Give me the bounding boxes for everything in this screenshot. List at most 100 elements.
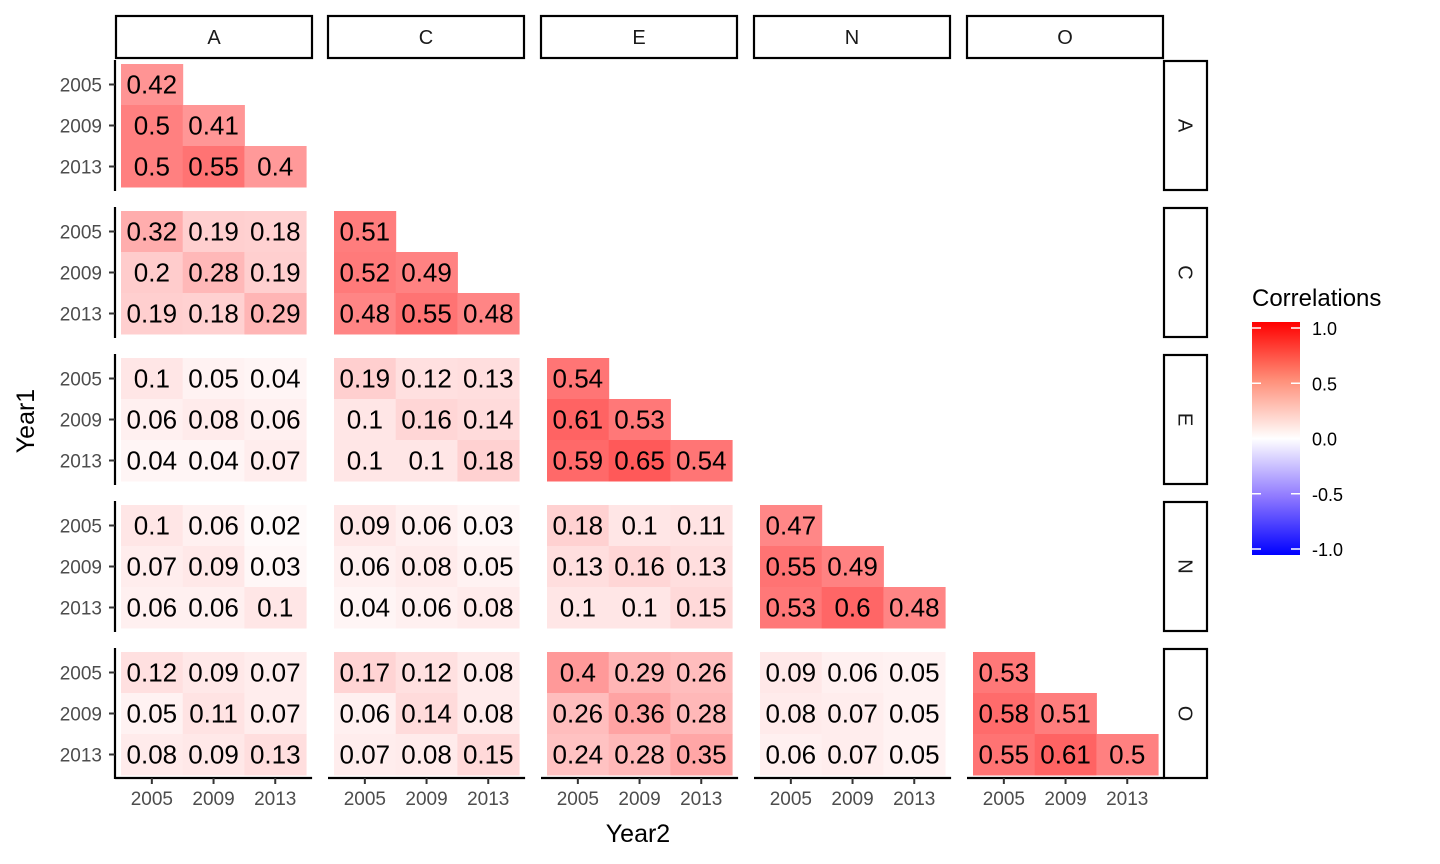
heatmap-tile-label: 0.5 [134, 111, 170, 141]
heatmap-tile-label: 0.05 [463, 552, 514, 582]
heatmap-tile [121, 546, 184, 588]
heatmap-tile [973, 693, 1036, 735]
strip-top-o [965, 14, 1165, 60]
panel-n-n: 0.47 0.55 0.49 0.53 0.6 0.48 [760, 505, 946, 629]
heatmap-tile [547, 652, 610, 694]
strip-right-label-e: E [1174, 413, 1196, 426]
heatmap-tile [334, 652, 397, 694]
heatmap-tile [760, 693, 823, 735]
heatmap-tile-label: 0.59 [553, 446, 604, 476]
heatmap-tile [334, 440, 397, 482]
heatmap-tile [121, 146, 184, 188]
heatmap-tile [821, 546, 884, 588]
heatmap-tile [760, 652, 823, 694]
heatmap-tile [182, 399, 245, 441]
strip-top-label-e: E [632, 27, 645, 49]
strip-right-label-a: A [1174, 119, 1196, 133]
panel-c-c: 0.51 0.52 0.49 0.48 0.55 0.48 [334, 211, 520, 335]
heatmap-tile-label: 0.26 [676, 658, 727, 688]
heatmap-tile [334, 358, 397, 400]
axes: 2005 2009 2013 2005 2009 2013 2005 2009 2013 2005… [60, 60, 1165, 810]
y-tick-label: 2005 [60, 223, 102, 244]
x-tick-label: 2013 [1106, 789, 1148, 810]
heatmap-tile-label: 0.09 [188, 658, 239, 688]
heatmap-tile-label: 0.06 [188, 511, 239, 541]
heatmap-tile-label: 0.08 [766, 699, 817, 729]
heatmap-tile-label: 0.1 [134, 511, 170, 541]
heatmap-tile-label: 0.04 [127, 446, 178, 476]
heatmap-tile-label: 0.48 [340, 299, 391, 329]
heatmap-tile [182, 293, 245, 335]
heatmap-tile [334, 693, 397, 735]
heatmap-tile-label: 0.09 [188, 552, 239, 582]
heatmap-tile-label: 0.12 [401, 658, 452, 688]
heatmap-tile-label: 0.1 [560, 593, 596, 623]
heatmap-tile [457, 440, 520, 482]
panel-e-c: 0.19 0.12 0.13 0.1 0.16 0.14 0.1 0.1 0.18 [334, 358, 520, 482]
heatmap-tile [182, 734, 245, 776]
heatmap-tile [670, 587, 733, 629]
heatmap-tile [334, 734, 397, 776]
heatmap-tile-label: 0.36 [614, 699, 665, 729]
heatmap-tile [395, 587, 458, 629]
heatmap-tile [670, 440, 733, 482]
heatmap-tile-label: 0.09 [766, 658, 817, 688]
heatmap-tile-label: 0.53 [614, 405, 665, 435]
heatmap-tile [670, 546, 733, 588]
heatmap-tile [1034, 734, 1097, 776]
x-tick-label: 2013 [467, 789, 509, 810]
heatmap-tile [182, 546, 245, 588]
strip-right-e [1162, 353, 1209, 486]
heatmap-tile-label: 0.19 [188, 217, 239, 247]
heatmap-tile [121, 505, 184, 547]
heatmap-tile [244, 693, 307, 735]
x-tick-label: 2005 [131, 789, 173, 810]
heatmap-tile [821, 652, 884, 694]
heatmap-tile-label: 0.32 [127, 217, 178, 247]
strip-top-a [114, 14, 314, 60]
heatmap-tile [121, 252, 184, 294]
heatmap-tile [608, 505, 671, 547]
heatmap-tile-label: 0.54 [553, 364, 604, 394]
heatmap-tile [395, 546, 458, 588]
heatmap-tile-label: 0.08 [463, 699, 514, 729]
x-tick-label: 2009 [618, 789, 660, 810]
heatmap-tile-label: 0.13 [463, 364, 514, 394]
y-tick-label: 2005 [60, 76, 102, 97]
heatmap-tile [121, 211, 184, 253]
panel-a-a: 0.42 0.5 0.41 0.5 0.55 0.4 [121, 64, 307, 188]
heatmap-tile [883, 734, 946, 776]
heatmap-tile-label: 0.04 [340, 593, 391, 623]
heatmap-tile-label: 0.4 [560, 658, 596, 688]
heatmap-tile [760, 546, 823, 588]
heatmap-tile-label: 0.07 [127, 552, 178, 582]
x-tick-label: 2013 [254, 789, 296, 810]
heatmap-tile [334, 505, 397, 547]
heatmap-tile-label: 0.13 [676, 552, 727, 582]
x-tick-label: 2009 [192, 789, 234, 810]
heatmap-tile-label: 0.13 [553, 552, 604, 582]
heatmap-tile-label: 0.49 [401, 258, 452, 288]
heatmap-tile-label: 0.49 [827, 552, 878, 582]
x-tick-label: 2009 [405, 789, 447, 810]
heatmap-tile-label: 0.06 [340, 552, 391, 582]
heatmap-tile-label: 0.07 [827, 740, 878, 770]
heatmap-tile-label: 0.54 [676, 446, 727, 476]
heatmap-tile-label: 0.5 [1109, 740, 1145, 770]
heatmap-tile [182, 146, 245, 188]
heatmap-tile-label: 0.06 [127, 593, 178, 623]
heatmap-tile-label: 0.19 [250, 258, 301, 288]
heatmap-tile-label: 0.51 [1040, 699, 1091, 729]
panel-n-a: 0.1 0.06 0.02 0.07 0.09 0.03 0.06 0.06 0.1 [121, 505, 307, 629]
heatmap-tile-label: 0.07 [250, 699, 301, 729]
heatmap-tile [670, 652, 733, 694]
heatmap-tile-label: 0.41 [188, 111, 239, 141]
strip-top-label-c: C [419, 27, 433, 49]
heatmap-tile [121, 652, 184, 694]
heatmap-tile-label: 0.07 [250, 446, 301, 476]
heatmap-tile [395, 505, 458, 547]
heatmap-tile [457, 546, 520, 588]
heatmap-tile-label: 0.06 [188, 593, 239, 623]
heatmap-tile [457, 652, 520, 694]
